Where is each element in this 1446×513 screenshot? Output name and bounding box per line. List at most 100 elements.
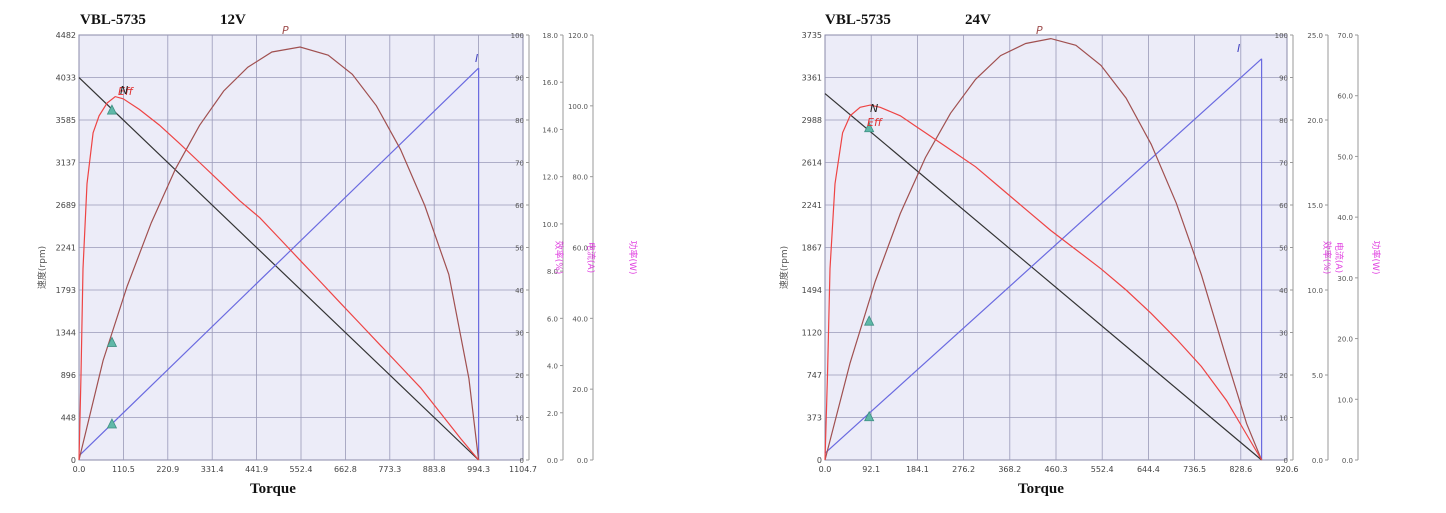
right-tick-label: 40 [515,287,524,295]
right-tick-label: 10 [1279,415,1288,423]
y-axis-label: 速度(rpm) [778,246,790,289]
right-tick-label: 18.0 [542,32,558,40]
y-tick-label: 1494 [802,286,822,295]
right-tick-label: 25.0 [1307,32,1323,40]
right-axis-label: 效率(%) [553,241,565,275]
right-tick-label: 10.0 [542,221,558,229]
x-tick-label: 773.3 [378,465,401,474]
curve-label-n: N [120,84,128,97]
right-tick-label: 40.0 [572,315,588,323]
right-tick-label: 30 [515,330,524,338]
y-tick-label: 2689 [56,201,76,210]
x-tick-label: 460.3 [1045,465,1068,474]
motor-curve-chart-12v: 0.0 110.5 220.9 331.4 441.9 552.4 662.8 773.3 88… [36,24,639,474]
curve-label-i: I [1237,42,1240,55]
operating-point-marker [106,104,118,115]
x-tick-label: 994.3 [467,465,490,474]
right-tick-label: 20.0 [1307,117,1323,125]
curve-label-eff: Eff [118,85,134,98]
right-axis-label: 效率(%) [1321,241,1333,275]
right-tick-label: 80 [1279,117,1288,125]
right-tick-label: 40 [1279,287,1288,295]
y-tick-label: 1793 [56,286,76,295]
operating-point-marker [864,410,875,422]
chart-panel-12v: VBL-5735 12V 0.0 110.5 220.9 331.4 441.9 552.… [36,12,639,497]
right-tick-label: 10.0 [1307,287,1323,295]
y-tick-label: 2614 [802,159,822,168]
series-line-eff [824,104,1263,461]
y-tick-label: 1120 [802,329,822,338]
right-tick-label: 50 [1279,245,1288,253]
series-line-n [78,77,480,461]
right-tick-label: 120.0 [568,32,588,40]
y-tick-label: 0 [817,456,822,465]
series-line-p [78,46,480,461]
y-tick-label: 747 [807,371,822,380]
curve-label-i: I [475,52,478,65]
operating-point-marker [106,418,118,429]
right-tick-label: 60.0 [1337,93,1353,101]
y-tick-label: 4033 [56,74,76,83]
y-tick-label: 2988 [802,116,822,125]
right-tick-label: 2.0 [547,410,558,418]
right-tick-label: 12.0 [542,174,558,182]
x-tick-label: 920.6 [1276,465,1299,474]
curve-label-p: P [1036,24,1043,37]
series-line-i [824,58,1263,454]
x-tick-label: 0.0 [73,465,86,474]
right-tick-label: 50 [515,245,524,253]
right-tick-label: 80 [515,117,524,125]
y-tick-label: 1344 [56,329,76,338]
x-tick-label: 184.1 [906,465,929,474]
y-tick-label: 896 [61,371,76,380]
right-tick-label: 60 [1279,202,1288,210]
right-axis-label: 电流(A) [1333,242,1345,273]
x-tick-label: 736.5 [1183,465,1206,474]
series-line-n [824,93,1262,461]
x-tick-label: 552.4 [1091,465,1114,474]
chart-title: VBL-5735 [825,12,891,28]
x-tick-label: 0.0 [819,465,832,474]
right-tick-label: 10 [515,415,524,423]
x-tick-label: 828.6 [1229,465,1252,474]
right-axis-label: 功率(W) [627,241,639,275]
curve-label-n: N [870,102,878,115]
right-tick-label: 20 [1279,372,1288,380]
y-axis-label: 速度(rpm) [36,246,48,289]
right-tick-label: 70.0 [1337,32,1353,40]
x-tick-label: 1104.7 [509,465,537,474]
right-tick-label: 5.0 [1312,372,1323,380]
x-tick-label: 883.8 [423,465,446,474]
right-tick-label: 100.0 [568,103,588,111]
operating-point-marker [864,121,875,133]
right-tick-label: 10.0 [1337,396,1353,404]
y-tick-label: 3137 [56,159,76,168]
right-tick-label: 20.0 [1337,336,1353,344]
right-tick-label: 6.0 [547,315,558,323]
chart-panel-24v: VBL-5735 24V 0.0 92.1 184.1 276.2 368.2 460.3… [723,0,1446,513]
right-tick-label: 0.0 [547,457,558,465]
x-tick-label: 92.1 [862,465,880,474]
y-tick-label: 4482 [56,31,76,40]
operating-point-marker [106,336,118,347]
right-tick-label: 60.0 [572,245,588,253]
right-tick-label: 30 [1279,330,1288,338]
right-tick-label: 70 [1279,160,1288,168]
curve-label-p: P [282,24,289,37]
right-tick-label: 0.0 [1312,457,1323,465]
right-tick-label: 30.0 [1337,275,1353,283]
x-tick-label: 552.4 [290,465,313,474]
x-tick-label: 276.2 [952,465,975,474]
x-tick-label: 441.9 [245,465,268,474]
right-tick-label: 70 [515,160,524,168]
series-line-eff [78,95,480,461]
y-tick-label: 373 [807,414,822,423]
y-tick-label: 2241 [56,244,76,253]
right-axis-label: 电流(A) [585,242,597,273]
right-tick-label: 20.0 [572,386,588,394]
y-tick-label: 2241 [802,201,822,210]
y-tick-label: 1867 [802,244,822,253]
operating-point-marker [864,315,875,326]
x-tick-label: 110.5 [112,465,135,474]
right-tick-label: 14.0 [542,126,558,134]
